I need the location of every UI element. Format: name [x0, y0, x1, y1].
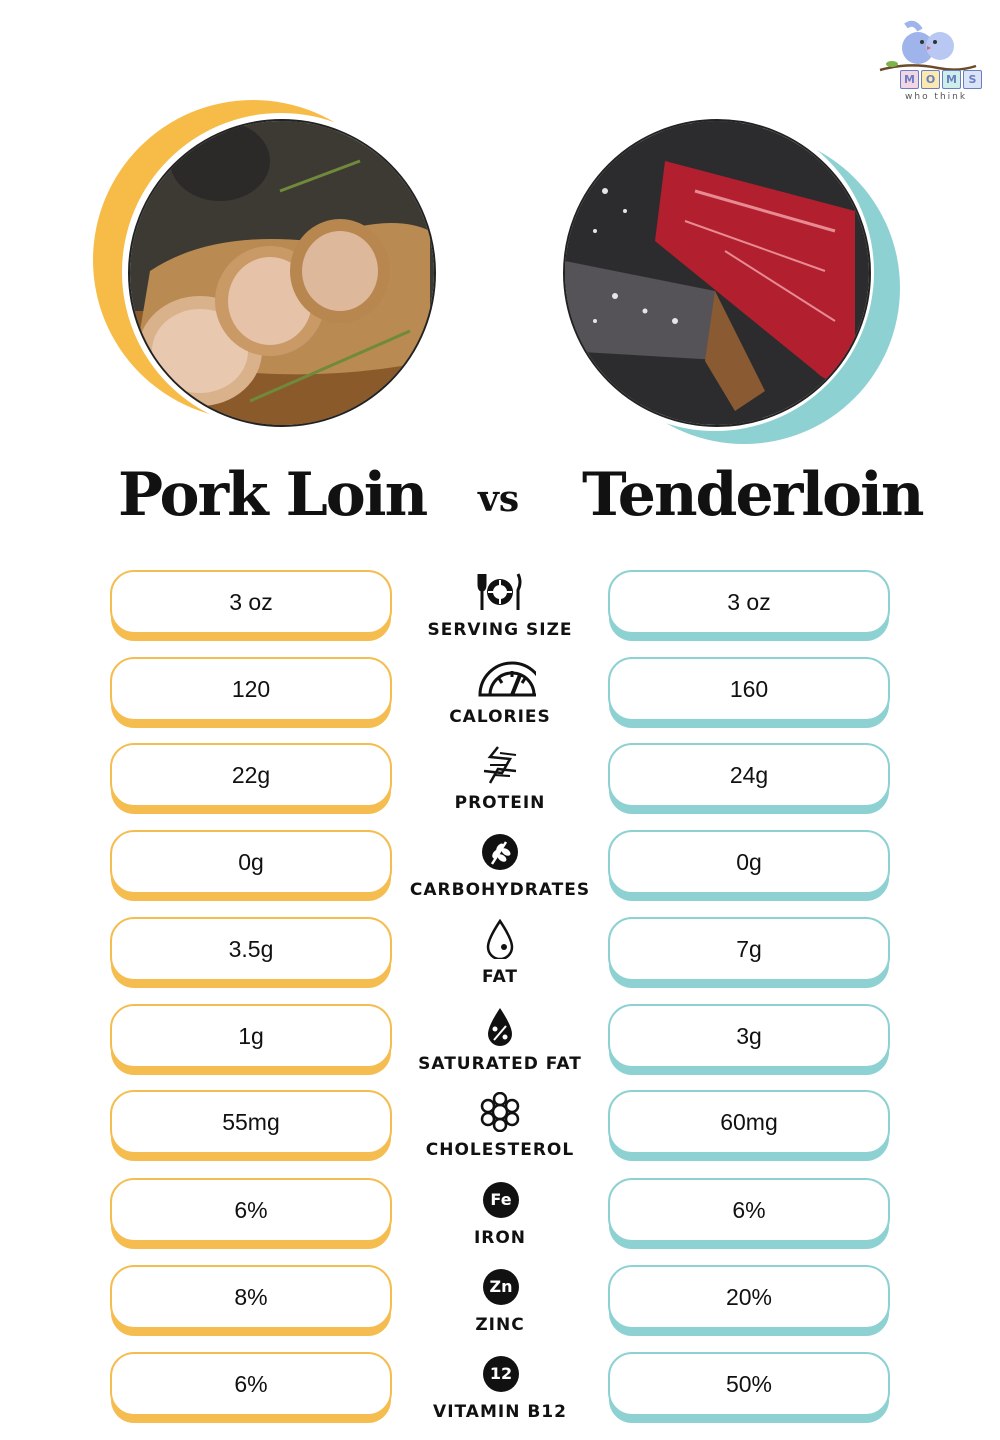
right-value: 6% — [608, 1178, 890, 1242]
left-value: 0g — [110, 830, 392, 894]
pork-loin-illustration — [130, 121, 434, 425]
right-value: 50% — [608, 1352, 890, 1416]
nutrient-label: CALORIES — [449, 707, 551, 727]
comparison-row: 6% 12 VITAMIN B12 50% — [0, 1352, 1000, 1438]
left-value: 8% — [110, 1265, 392, 1329]
right-value: 60mg — [608, 1090, 890, 1154]
comparison-row: 3 oz SERVING SIZE 3 oz — [0, 570, 1000, 656]
nutrient-label: ZINC — [475, 1315, 525, 1335]
utensils-plate-icon — [477, 573, 522, 610]
left-value: 22g — [110, 743, 392, 807]
nutrient-label: IRON — [473, 1228, 527, 1248]
right-value: 7g — [608, 917, 890, 981]
logo-tagline: who think — [905, 92, 968, 102]
nutrient-label: FAT — [481, 967, 519, 987]
logo-letter: O — [921, 70, 940, 89]
moms-who-think-logo: M O M S who think — [878, 18, 982, 108]
right-value: 160 — [608, 657, 890, 721]
comparison-row: 55mg CHOLESTEROL 60mg — [0, 1090, 1000, 1176]
left-value: 1g — [110, 1004, 392, 1068]
right-value: 24g — [608, 743, 890, 807]
nutrient-label: PROTEIN — [454, 793, 546, 813]
comparison-row: 6% Fe IRON 6% — [0, 1178, 1000, 1264]
nutrient-label-group: Fe IRON — [392, 1178, 608, 1258]
nutrient-label-group: FAT — [392, 917, 608, 997]
nutrient-label: SERVING SIZE — [427, 620, 573, 640]
comparison-row: 22g PROTEIN 24g — [0, 743, 1000, 829]
nutrient-label: VITAMIN B12 — [433, 1402, 567, 1422]
iron-chip-icon: Fe — [483, 1182, 519, 1218]
pork-loin-photo — [128, 119, 436, 427]
grain-icon — [482, 834, 518, 870]
left-value: 55mg — [110, 1090, 392, 1154]
left-value: 6% — [110, 1352, 392, 1416]
right-value: 3 oz — [608, 570, 890, 634]
b12-chip-icon: 12 — [483, 1356, 519, 1392]
right-value: 3g — [608, 1004, 890, 1068]
tenderloin-photo — [563, 119, 871, 427]
logo-letter-blocks: M O M S — [900, 70, 982, 89]
molecule-icon — [480, 1092, 520, 1132]
logo-letter: S — [963, 70, 982, 89]
nutrient-label-group: CARBOHYDRATES — [392, 830, 608, 910]
gauge-icon — [478, 661, 536, 697]
dna-icon — [483, 746, 517, 784]
nutrient-label: CARBOHYDRATES — [409, 880, 591, 900]
right-value: 20% — [608, 1265, 890, 1329]
logo-letter: M — [942, 70, 961, 89]
nutrient-label-group: SERVING SIZE — [392, 570, 608, 650]
left-value: 6% — [110, 1178, 392, 1242]
nutrient-label-group: CHOLESTEROL — [392, 1090, 608, 1170]
nutrient-label-group: SATURATED FAT — [392, 1004, 608, 1084]
nutrient-label-group: CALORIES — [392, 657, 608, 737]
zinc-chip-icon: Zn — [483, 1269, 519, 1305]
percent-drop-icon — [488, 1008, 512, 1046]
vs-label: vs — [478, 478, 520, 520]
comparison-row: 120 CALORIES 160 — [0, 657, 1000, 743]
drop-icon — [486, 919, 514, 959]
logo-letter: M — [900, 70, 919, 89]
nutrient-label: SATURATED FAT — [418, 1054, 582, 1074]
left-title: Pork Loin — [118, 460, 428, 530]
comparison-row: 0g CARBOHYDRATES 0g — [0, 830, 1000, 916]
nutrient-label-group: PROTEIN — [392, 743, 608, 823]
left-value: 120 — [110, 657, 392, 721]
left-value: 3 oz — [110, 570, 392, 634]
left-value: 3.5g — [110, 917, 392, 981]
nutrient-label-group: Zn ZINC — [392, 1265, 608, 1345]
bird-icon — [879, 20, 977, 72]
right-title: Tenderloin — [582, 460, 925, 530]
nutrient-label: CHOLESTEROL — [425, 1140, 575, 1160]
comparison-row: 1g SATURATED FAT 3g — [0, 1004, 1000, 1090]
right-value: 0g — [608, 830, 890, 894]
comparison-row: 3.5g FAT 7g — [0, 917, 1000, 1003]
comparison-row: 8% Zn ZINC 20% — [0, 1265, 1000, 1351]
nutrient-label-group: 12 VITAMIN B12 — [392, 1352, 608, 1432]
tenderloin-illustration — [565, 121, 869, 425]
